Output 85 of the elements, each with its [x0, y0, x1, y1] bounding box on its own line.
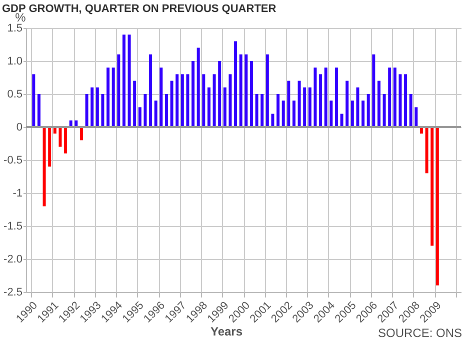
bar	[58, 127, 62, 147]
bar	[192, 61, 195, 127]
bar	[80, 127, 83, 140]
bar	[414, 107, 418, 127]
bar	[404, 74, 408, 127]
bar	[260, 94, 264, 127]
bar	[346, 80, 349, 127]
bar	[308, 87, 312, 127]
bar	[202, 74, 206, 127]
bar	[266, 54, 269, 127]
bar	[138, 107, 142, 127]
bar	[32, 74, 36, 127]
bar	[37, 94, 40, 127]
bar	[154, 100, 158, 127]
bar	[122, 34, 126, 127]
bar	[212, 74, 216, 127]
bar	[244, 54, 248, 127]
bar	[319, 74, 322, 127]
bar	[85, 94, 88, 127]
bar	[160, 68, 163, 127]
bar	[282, 100, 285, 127]
bar	[180, 74, 184, 127]
bar	[430, 127, 434, 246]
bar	[101, 94, 104, 127]
bar	[234, 41, 238, 127]
bar	[64, 127, 68, 154]
bar	[314, 68, 317, 127]
bar	[239, 54, 242, 127]
bar	[112, 68, 115, 127]
bar	[170, 80, 174, 127]
bar	[334, 68, 338, 127]
bar	[96, 87, 99, 127]
bar	[362, 100, 365, 127]
bar	[330, 100, 333, 127]
bar	[186, 74, 190, 127]
bar	[276, 94, 280, 127]
y-tick-label: -1	[12, 188, 22, 200]
bar	[350, 100, 354, 127]
bar	[90, 87, 94, 127]
bar	[106, 68, 110, 127]
y-tick-label: 0	[16, 122, 22, 134]
bar	[409, 94, 412, 127]
bar	[164, 94, 168, 127]
bar	[425, 127, 428, 174]
bar	[128, 34, 131, 127]
bar	[48, 127, 52, 167]
y-tick-label: 0.5	[7, 88, 22, 100]
bar	[176, 74, 179, 127]
bar	[303, 87, 306, 127]
bar	[287, 80, 290, 127]
bar	[144, 94, 147, 127]
y-tick-label: -1.5	[4, 220, 22, 232]
bar	[255, 94, 258, 127]
bar	[218, 61, 222, 127]
bar	[207, 87, 210, 127]
bar	[149, 54, 152, 127]
bar	[250, 61, 253, 127]
source-note: SOURCE: ONS	[378, 326, 462, 340]
bar	[133, 80, 136, 127]
y-tick-label: -0.5	[4, 154, 22, 166]
y-tick-label: -2.0	[4, 254, 22, 266]
bar	[271, 114, 274, 127]
y-tick-label: 1.0	[7, 56, 22, 68]
y-axis-title: %	[15, 10, 26, 24]
bar	[223, 87, 226, 127]
bar	[117, 54, 120, 127]
bar	[382, 94, 386, 127]
bar	[292, 100, 296, 127]
bar	[398, 74, 402, 127]
bar	[436, 127, 439, 286]
bar	[377, 80, 380, 127]
x-axis-title: Years	[210, 324, 243, 339]
bar	[393, 68, 396, 127]
bar	[298, 80, 301, 127]
bar	[196, 48, 200, 127]
y-tick-label: -2.5	[4, 286, 22, 298]
bar	[372, 54, 376, 127]
bar	[388, 68, 392, 127]
bar	[228, 74, 232, 127]
y-tick-label: 1.5	[7, 22, 22, 34]
bar	[356, 87, 360, 127]
bar	[340, 114, 344, 127]
bar	[42, 127, 46, 206]
bar	[366, 94, 370, 127]
bar	[324, 68, 328, 127]
